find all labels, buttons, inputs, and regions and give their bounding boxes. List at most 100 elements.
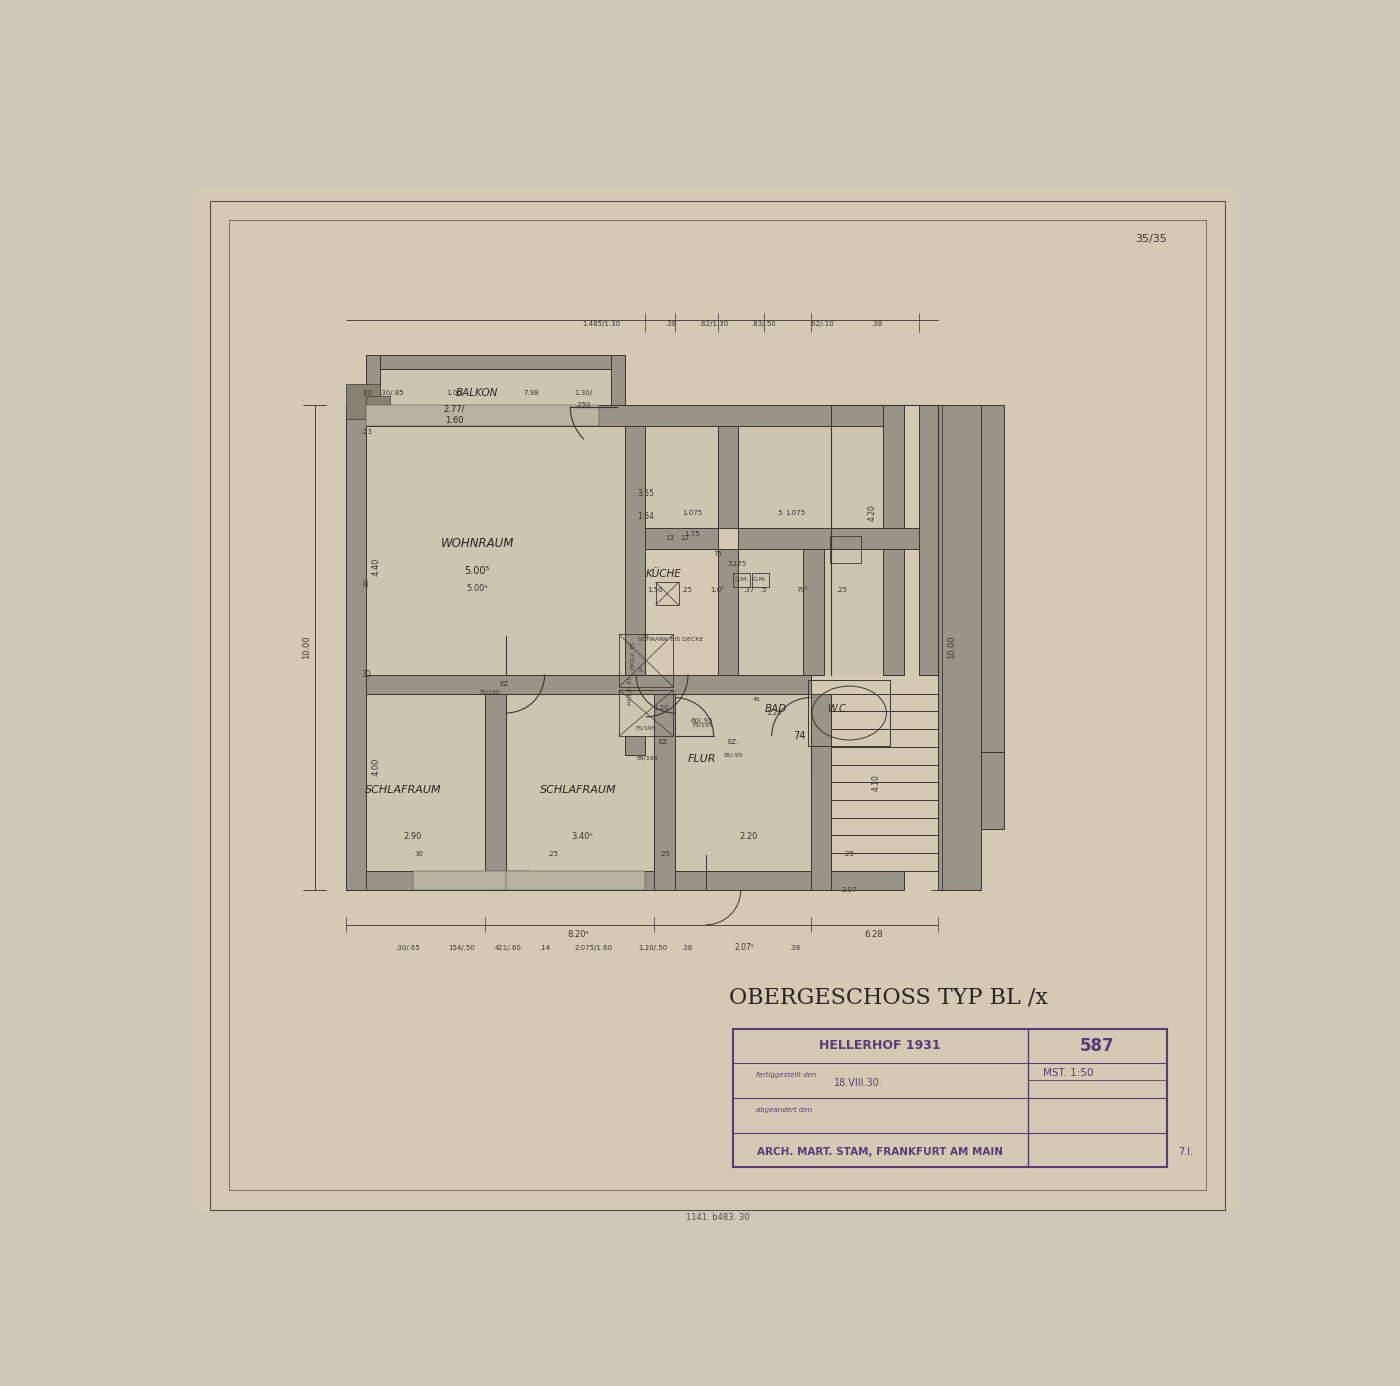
Text: 75/195: 75/195 [692,722,713,728]
Text: 154/.50: 154/.50 [448,945,475,951]
Bar [830,536,861,563]
Text: 4.40: 4.40 [372,557,381,577]
Bar [918,405,938,675]
Text: 2.90: 2.90 [403,832,423,841]
Text: .38: .38 [665,322,676,327]
Text: .250: .250 [575,402,591,407]
Text: 1.30/: 1.30/ [574,391,592,396]
Text: .62/1.30: .62/1.30 [699,322,728,327]
Text: 13: 13 [665,535,673,541]
Text: 10.00: 10.00 [946,636,956,660]
Text: .75: .75 [735,561,746,567]
Bar [505,870,645,890]
Text: KÜCHE: KÜCHE [645,570,682,579]
Text: 4.00: 4.00 [372,758,381,776]
Text: 2.075/1.60: 2.075/1.60 [574,945,613,951]
Text: 75/195: 75/195 [634,726,657,730]
Text: abgeandert den: abgeandert den [756,1106,812,1113]
Text: 1.20: 1.20 [654,704,669,711]
Text: 10.00: 10.00 [302,636,311,660]
Bar [655,582,679,606]
Bar [346,870,903,890]
Text: 3.40⁵: 3.40⁵ [571,832,592,841]
Text: OBERGESCHOSS TYP BL /x: OBERGESCHOSS TYP BL /x [728,987,1047,1009]
Text: 5.00⁵: 5.00⁵ [465,565,490,575]
Text: .30/.65: .30/.65 [395,945,420,951]
Text: 60/.95: 60/.95 [690,718,713,723]
Text: 7.l.: 7.l. [1179,1148,1194,1157]
Text: 1.485/1.30: 1.485/1.30 [582,322,620,327]
Bar [734,1028,1168,1167]
Bar [610,355,624,405]
Bar [413,870,529,890]
Text: SCHRANK BIS DECKE: SCHRANK BIS DECKE [638,638,704,642]
Text: 587: 587 [1079,1037,1114,1055]
Text: .5: .5 [776,510,783,516]
Bar [802,549,823,675]
Text: 1.64: 1.64 [637,513,654,521]
Text: HELLERHOF 1931: HELLERHOF 1931 [819,1040,941,1052]
Bar [752,572,769,586]
Bar [346,384,381,419]
Text: .23: .23 [361,430,372,435]
Text: 35/35: 35/35 [1135,234,1168,244]
Text: .25: .25 [680,586,692,593]
Bar [367,355,624,369]
Text: 35: 35 [641,633,650,639]
Text: 75: 75 [713,550,722,557]
Bar [738,426,882,675]
Text: SCHLAFRAUM: SCHLAFRAUM [539,784,616,796]
Bar [981,751,1004,829]
Text: .25: .25 [659,851,671,857]
Bar [619,635,673,687]
Text: 85/.95: 85/.95 [724,753,743,758]
Text: 7.98: 7.98 [524,391,539,396]
Text: .62/.10: .62/.10 [809,322,834,327]
Bar [675,694,811,870]
Text: .38: .38 [790,945,801,951]
Text: WOHNRAUM: WOHNRAUM [441,538,514,550]
Bar [808,681,890,746]
Bar [738,528,918,549]
Text: SCHLAFRAUM: SCHLAFRAUM [365,784,442,796]
Text: 1.0⁵: 1.0⁵ [710,586,725,593]
Text: EZ: EZ [500,681,510,686]
Text: 18.VIII.30.: 18.VIII.30. [834,1078,882,1088]
Bar [654,694,675,890]
Text: 6.28: 6.28 [865,930,883,940]
Text: 30: 30 [364,578,370,586]
Text: 1.75: 1.75 [685,531,700,538]
Text: 1141. b483. 30: 1141. b483. 30 [686,1213,749,1222]
Text: .14: .14 [539,945,550,951]
Bar [882,405,903,675]
Text: .38: .38 [680,945,692,951]
Text: BALKON: BALKON [456,388,498,398]
Bar [717,549,738,675]
Text: 12: 12 [680,535,689,541]
Text: 421/.60: 421/.60 [494,945,522,951]
Bar [938,405,981,890]
Text: 70⁵: 70⁵ [797,586,809,593]
Text: .25: .25 [547,851,559,857]
Text: fertiggestellt den: fertiggestellt den [756,1071,816,1078]
Text: G.M.: G.M. [753,578,767,582]
Text: .5: .5 [637,668,643,674]
Bar [624,736,645,755]
Text: 2.07⁵: 2.07⁵ [735,944,755,952]
Text: 1.075: 1.075 [682,510,701,516]
Text: 5.00⁵: 5.00⁵ [466,584,489,593]
Text: 1.20/.50: 1.20/.50 [638,945,668,951]
Bar [645,528,717,549]
Bar [367,426,624,675]
Text: HOLZ. EI.: HOLZ. EI. [629,675,633,704]
Text: .38: .38 [871,322,882,327]
Text: 2.07: 2.07 [841,887,857,893]
Bar [367,396,389,419]
Text: 1.00: 1.00 [447,391,462,396]
Text: BAD: BAD [764,704,787,714]
Bar [645,426,717,528]
Bar [367,694,484,870]
Text: EZ: EZ [658,739,668,746]
Text: W.C.: W.C. [826,704,848,714]
Text: 1.60: 1.60 [445,416,463,426]
